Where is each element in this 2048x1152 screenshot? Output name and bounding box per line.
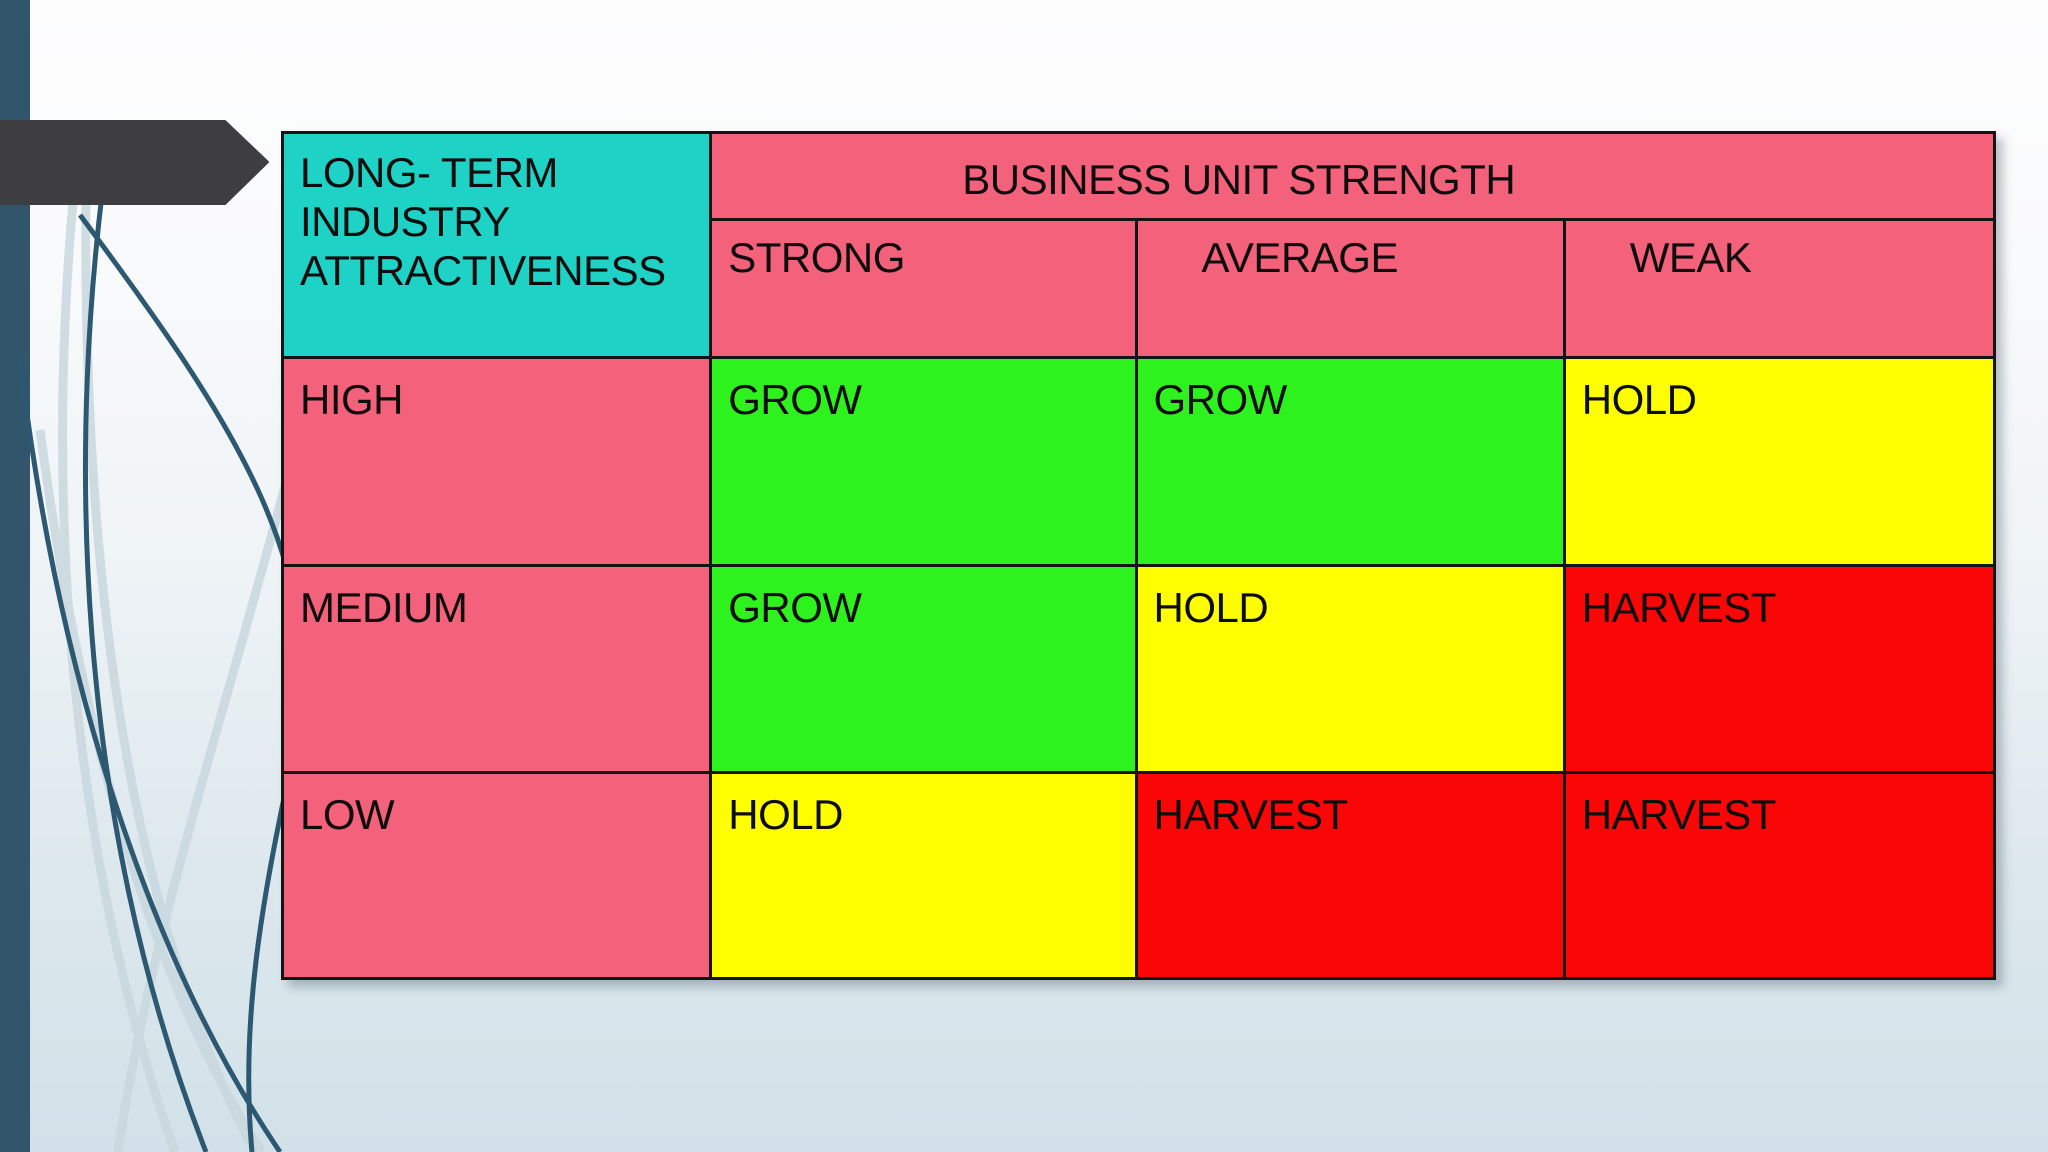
ge-matrix-table: LONG- TERM INDUSTRY ATTRACTIVENESS BUSIN… [281, 131, 1996, 980]
arrow-banner-icon [0, 120, 269, 205]
cell-col-header-weak: WEAK [1565, 221, 1993, 357]
cell-high-weak: HOLD [1565, 359, 1993, 564]
cell-high-average: GROW [1137, 359, 1563, 564]
cell-col-header-average: AVERAGE [1137, 221, 1563, 357]
cell-col-header-strong: STRONG [712, 221, 1135, 357]
cell-medium-weak: HARVEST [1565, 566, 1993, 772]
swoosh-dark-curve [83, 185, 209, 1152]
arrow-banner-shape [0, 120, 269, 205]
cell-low-strong: HOLD [712, 774, 1135, 977]
cell-medium-average: HOLD [1137, 566, 1563, 772]
group-header-label: BUSINESS UNIT STRENGTH [962, 155, 1516, 203]
swoosh-dark-curve [17, 359, 283, 1152]
cell-low-weak: HARVEST [1565, 774, 1993, 977]
swoosh-light-curve [35, 429, 266, 1152]
swoosh-light-curve [113, 428, 305, 1152]
cell-high-strong: GROW [712, 359, 1135, 564]
cell-medium-strong: GROW [712, 566, 1135, 772]
cell-corner-header: LONG- TERM INDUSTRY ATTRACTIVENESS [284, 134, 710, 357]
cell-row-header-high: HIGH [284, 359, 710, 564]
cell-row-header-low: LOW [284, 774, 710, 977]
cell-row-header-medium: MEDIUM [284, 566, 710, 772]
cell-low-average: HARVEST [1137, 774, 1563, 977]
cell-group-header: BUSINESS UNIT STRENGTH [712, 134, 1993, 219]
